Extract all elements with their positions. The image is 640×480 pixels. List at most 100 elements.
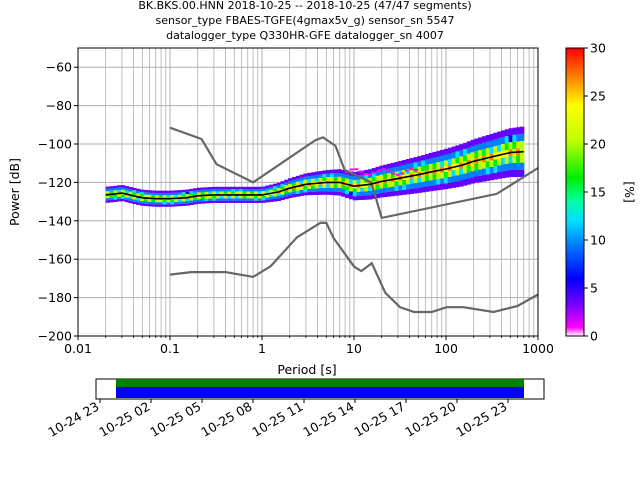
histogram-cell [155, 195, 160, 198]
histogram-cell [299, 189, 304, 193]
colorbar-tick-label: 20 [590, 137, 606, 152]
histogram-cell [371, 176, 377, 182]
histogram-cell [516, 155, 521, 163]
histogram-cell [250, 191, 255, 194]
histogram-cell [512, 162, 517, 170]
histogram-cell [500, 144, 506, 151]
histogram-cell [428, 180, 434, 186]
histogram-cell [405, 159, 411, 165]
histogram-cell [478, 169, 483, 176]
coverage-tick-label: 10-25 11 [249, 399, 305, 440]
histogram-cell [128, 191, 133, 194]
histogram-cell [227, 189, 232, 192]
histogram-cell [136, 188, 141, 192]
histogram-cell [474, 170, 479, 177]
histogram-cell [265, 199, 270, 203]
histogram-cell [390, 186, 396, 192]
histogram-cell [409, 168, 414, 171]
histogram-cell [132, 187, 137, 191]
histogram-cell [120, 196, 126, 199]
histogram-cell [280, 197, 285, 200]
histogram-cell [288, 183, 293, 187]
histogram-cell [250, 186, 255, 190]
histogram-cell [109, 186, 114, 189]
histogram-cell [185, 201, 190, 204]
coverage-tick-label: 10-25 23 [453, 399, 509, 440]
histogram-cell [276, 187, 282, 191]
histogram-cell [223, 186, 228, 190]
histogram-cell [485, 161, 491, 168]
histogram-cell [162, 190, 168, 193]
histogram-cell [147, 194, 152, 198]
histogram-cell [375, 175, 380, 181]
histogram-cell [481, 168, 487, 176]
histogram-cell [200, 199, 206, 202]
histogram-cell [322, 170, 327, 174]
histogram-cell [170, 202, 175, 205]
histogram-cell [500, 130, 506, 138]
histogram-cell [379, 174, 384, 180]
histogram-cell [288, 178, 293, 182]
histogram-cell [158, 190, 164, 193]
histogram-cell [516, 162, 521, 170]
histogram-cell [208, 198, 213, 201]
histogram-cell [242, 189, 247, 192]
histogram-cell [405, 179, 411, 185]
histogram-cell [481, 175, 487, 182]
histogram-cell [299, 174, 304, 178]
histogram-cell [234, 196, 240, 199]
histogram-cell [117, 185, 122, 188]
histogram-cell [379, 170, 384, 175]
histogram-cell [432, 162, 437, 169]
histogram-cell [151, 195, 156, 198]
histogram-cell [462, 167, 468, 174]
histogram-cell [174, 199, 179, 202]
y-tick-label: −180 [38, 290, 72, 305]
histogram-cell [398, 160, 403, 166]
histogram-cell [132, 199, 137, 202]
histogram-cell [493, 172, 498, 180]
histogram-cell [398, 185, 403, 191]
histogram-cell [455, 169, 460, 176]
histogram-cell [432, 157, 437, 163]
y-tick-label: −80 [46, 98, 72, 113]
histogram-cell [497, 165, 502, 173]
histogram-cell [151, 192, 156, 196]
colorbar: 0 5 10 15 20 25 30 [%] [565, 41, 637, 344]
histogram-cell [470, 171, 475, 178]
histogram-cell [276, 185, 282, 188]
histogram-cell [432, 179, 437, 186]
histogram-cell [261, 186, 266, 189]
histogram-cell [242, 198, 247, 201]
histogram-cell [508, 128, 513, 136]
histogram-cell [166, 195, 171, 198]
histogram-cell [155, 202, 160, 205]
histogram-cell [136, 193, 141, 196]
histogram-cell [185, 191, 190, 195]
histogram-cell [143, 201, 149, 204]
histogram-cell [132, 192, 137, 195]
noise-models [105, 126, 538, 314]
histogram-cell [424, 180, 430, 187]
histogram-cell [303, 186, 308, 190]
histogram-cell [462, 142, 468, 149]
x-tick-label: 1000 [522, 341, 554, 356]
histogram-cell [447, 182, 453, 189]
mode-line [105, 150, 524, 200]
colorbar-tick-label: 0 [590, 329, 598, 344]
histogram-cell [276, 193, 282, 196]
histogram-cell [386, 163, 392, 169]
histogram-cell [404, 169, 409, 172]
histogram-cell [474, 144, 479, 152]
histogram-cell [291, 188, 297, 192]
histogram-cell [375, 189, 380, 194]
histogram-cell [447, 159, 453, 166]
colorbar-ticks: 0 5 10 15 20 25 30 [584, 41, 606, 344]
histogram-cell [215, 189, 221, 192]
histogram-cell [231, 186, 236, 190]
histogram-cell [120, 198, 126, 202]
histogram-cell [181, 203, 187, 206]
histogram-cell [124, 188, 130, 191]
histogram-cell [212, 196, 217, 199]
